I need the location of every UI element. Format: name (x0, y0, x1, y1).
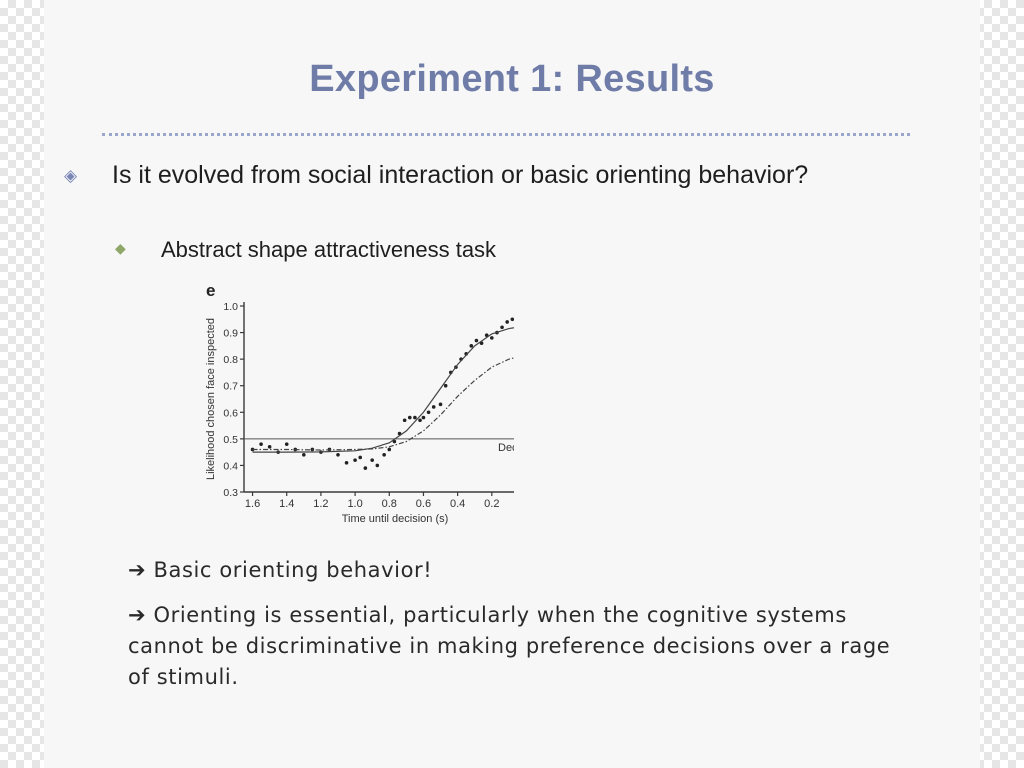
data-point (336, 453, 340, 457)
data-point (469, 344, 474, 348)
x-tick-label: 1.6 (245, 498, 260, 510)
slide: Experiment 1: Results ◈ Is it evolved fr… (44, 0, 980, 768)
x-axis-label: Time until decision (s) (342, 513, 449, 525)
dashed-fit-curve (252, 357, 514, 451)
y-tick-label: 0.3 (223, 487, 238, 499)
conclusion-2-text: Orienting is essential, particularly whe… (128, 603, 891, 689)
data-point (284, 442, 289, 446)
x-tick-label: 1.4 (279, 498, 294, 510)
bullet-question: Is it evolved from social interaction or… (112, 161, 809, 189)
data-point (370, 458, 374, 462)
conclusion-1-text: Basic orienting behavior! (153, 558, 433, 582)
data-point (413, 415, 417, 420)
data-point (302, 453, 306, 457)
data-point (387, 447, 392, 452)
data-point (363, 466, 368, 470)
y-tick-label: 0.4 (223, 460, 238, 472)
y-tick-label: 0.5 (223, 434, 238, 446)
data-point (510, 317, 514, 322)
panel-label: e (206, 281, 215, 300)
x-tick-label: 1.0 (347, 498, 362, 510)
solid-fit-curve (252, 327, 514, 453)
data-point (353, 458, 357, 462)
data-point (375, 463, 380, 468)
x-tick-label: 0.2 (484, 498, 499, 510)
data-point (418, 418, 422, 423)
y-tick-label: 1.0 (223, 301, 238, 313)
data-point (443, 383, 448, 388)
data-point (344, 460, 349, 465)
y-axis-label: Likelihood chosen face inspected (205, 318, 217, 480)
x-tick-label: 0.6 (416, 498, 431, 510)
data-point (474, 338, 479, 343)
data-point (382, 453, 386, 457)
y-tick-label: 0.7 (223, 381, 238, 393)
data-point (438, 402, 443, 407)
data-point (259, 442, 263, 446)
y-tick-label: 0.9 (223, 328, 238, 340)
data-point (267, 445, 272, 449)
y-tick-label: 0.8 (223, 354, 238, 366)
data-point (402, 418, 407, 423)
data-point (490, 336, 494, 340)
data-point (505, 320, 510, 324)
bullet-task: Abstract shape attractiveness task (161, 237, 497, 262)
slide-title: Experiment 1: Results (309, 58, 715, 100)
results-chart: 0.3 0.4 0.5 0.6 0.7 0.8 0.9 1.0 1.6 1.4 1.2 1.0 0.8 0… (205, 281, 514, 525)
arrow-right-icon: ➔ (128, 558, 147, 582)
diamond-outline-icon: ◈ (64, 166, 78, 185)
conclusion-2: ➔ Orienting is essential, particularly w… (128, 600, 918, 693)
conclusion-1: ➔ Basic orienting behavior! (128, 555, 432, 586)
diamond-filled-icon: ◆ (115, 240, 126, 256)
y-tick-label: 0.6 (223, 407, 238, 419)
data-point (431, 405, 436, 409)
data-point (407, 415, 412, 420)
data-point (421, 415, 426, 420)
x-tick-label: 0.4 (450, 498, 465, 510)
decision-annotation: Decision (498, 442, 514, 454)
arrow-right-icon: ➔ (128, 603, 147, 627)
data-point (426, 410, 431, 415)
x-tick-label: 0.8 (382, 498, 397, 510)
title-divider (102, 133, 910, 136)
x-tick-label: 1.2 (313, 498, 328, 510)
data-point (358, 455, 363, 460)
data-point (500, 325, 504, 330)
